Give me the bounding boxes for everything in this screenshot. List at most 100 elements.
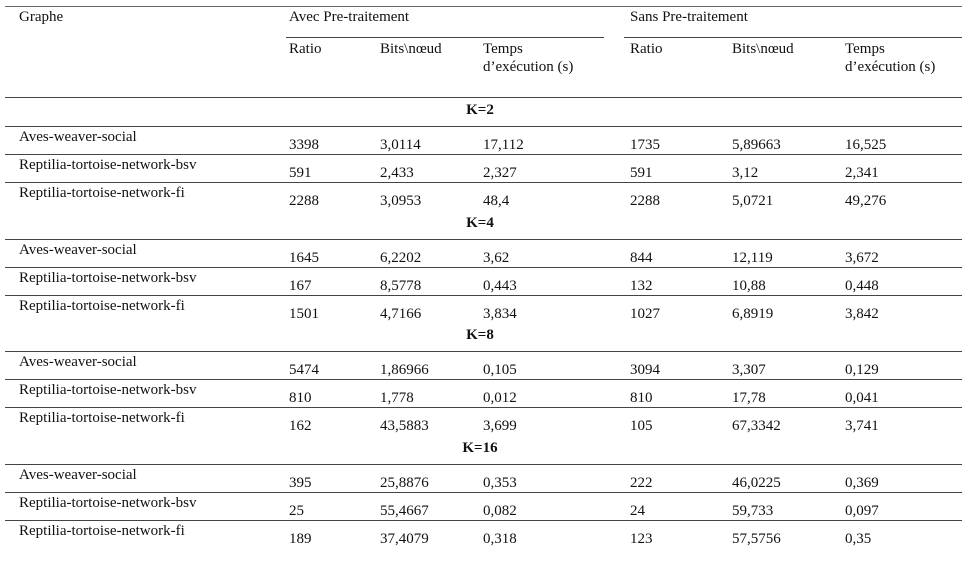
cell-temps-avec: 3,834 (483, 306, 517, 322)
section-rule (5, 126, 962, 127)
cell-ratio-sans: 105 (630, 418, 653, 434)
row-graph-name: Reptilia-tortoise-network-fi (19, 298, 185, 314)
header-bits-avec: Bits\nœud (380, 41, 442, 57)
cell-bits-avec: 4,7166 (380, 306, 422, 322)
header-group-sans: Sans Pre-traitement (630, 9, 748, 25)
row-graph-name: Aves-weaver-social (19, 242, 137, 258)
row-graph-name: Reptilia-tortoise-network-fi (19, 410, 185, 426)
row-rule (5, 267, 962, 268)
cell-ratio-avec: 167 (289, 278, 312, 294)
cell-ratio-sans: 844 (630, 250, 653, 266)
cell-ratio-sans: 1027 (630, 306, 660, 322)
section-rule (5, 464, 962, 465)
cell-bits-avec: 3,0114 (380, 137, 421, 153)
header-temps-sans: Temps d’exécution (s) (845, 41, 936, 75)
group-rule-avec (286, 37, 604, 38)
section-k-label: K=8 (466, 327, 494, 343)
cell-bits-sans: 57,5756 (732, 531, 781, 547)
cell-bits-avec: 6,2202 (380, 250, 422, 266)
cell-bits-avec: 2,433 (380, 165, 414, 181)
header-bits-sans: Bits\nœud (732, 41, 794, 57)
cell-ratio-avec: 1645 (289, 250, 319, 266)
cell-ratio-avec: 591 (289, 165, 312, 181)
cell-temps-avec: 0,012 (483, 390, 517, 406)
cell-bits-sans: 5,89663 (732, 137, 781, 153)
row-rule (5, 379, 962, 380)
row-graph-name: Aves-weaver-social (19, 129, 137, 145)
cell-ratio-sans: 132 (630, 278, 653, 294)
cell-bits-avec: 1,778 (380, 390, 414, 406)
section-rule (5, 239, 962, 240)
cell-bits-sans: 5,0721 (732, 193, 774, 209)
cell-temps-avec: 3,62 (483, 250, 510, 266)
section-k-label: K=16 (462, 440, 498, 456)
section-k-label: K=4 (466, 215, 494, 231)
cell-temps-avec: 2,327 (483, 165, 517, 181)
cell-bits-avec: 1,86966 (380, 362, 429, 378)
cell-bits-sans: 46,0225 (732, 475, 781, 491)
cell-bits-avec: 3,0953 (380, 193, 422, 209)
cell-bits-avec: 43,5883 (380, 418, 429, 434)
cell-temps-sans: 0,097 (845, 503, 879, 519)
header-bottom-rule (5, 97, 962, 98)
cell-ratio-avec: 189 (289, 531, 312, 547)
row-graph-name: Aves-weaver-social (19, 354, 137, 370)
cell-temps-avec: 0,353 (483, 475, 517, 491)
cell-ratio-sans: 123 (630, 531, 653, 547)
cell-bits-sans: 59,733 (732, 503, 774, 519)
cell-bits-sans: 6,8919 (732, 306, 774, 322)
cell-ratio-sans: 2288 (630, 193, 660, 209)
header-graphe: Graphe (19, 9, 64, 25)
cell-ratio-avec: 810 (289, 390, 312, 406)
cell-bits-sans: 10,88 (732, 278, 766, 294)
row-rule (5, 520, 962, 521)
cell-temps-sans: 49,276 (845, 193, 887, 209)
cell-bits-avec: 8,5778 (380, 278, 422, 294)
cell-temps-sans: 2,341 (845, 165, 879, 181)
row-graph-name: Reptilia-tortoise-network-fi (19, 523, 185, 539)
cell-temps-sans: 3,741 (845, 418, 879, 434)
cell-temps-sans: 0,35 (845, 531, 872, 547)
row-rule (5, 407, 962, 408)
cell-ratio-avec: 3398 (289, 137, 319, 153)
cell-ratio-avec: 2288 (289, 193, 319, 209)
cell-temps-sans: 3,842 (845, 306, 879, 322)
row-graph-name: Reptilia-tortoise-network-bsv (19, 495, 197, 511)
cell-ratio-avec: 162 (289, 418, 312, 434)
cell-bits-sans: 17,78 (732, 390, 766, 406)
cell-temps-sans: 0,129 (845, 362, 879, 378)
cell-ratio-avec: 25 (289, 503, 304, 519)
cell-temps-avec: 0,105 (483, 362, 517, 378)
cell-ratio-avec: 5474 (289, 362, 319, 378)
row-rule (5, 182, 962, 183)
cell-temps-avec: 0,082 (483, 503, 517, 519)
cell-ratio-avec: 1501 (289, 306, 319, 322)
header-ratio-avec: Ratio (289, 41, 322, 57)
cell-temps-avec: 0,318 (483, 531, 517, 547)
cell-temps-avec: 0,443 (483, 278, 517, 294)
row-graph-name: Reptilia-tortoise-network-fi (19, 185, 185, 201)
cell-bits-sans: 3,12 (732, 165, 759, 181)
group-rule-sans (624, 37, 962, 38)
cell-ratio-sans: 3094 (630, 362, 660, 378)
cell-temps-sans: 3,672 (845, 250, 879, 266)
header-group-avec: Avec Pre-traitement (289, 9, 410, 25)
cell-temps-avec: 48,4 (483, 193, 510, 209)
header-ratio-sans: Ratio (630, 41, 663, 57)
cell-bits-avec: 25,8876 (380, 475, 429, 491)
row-rule (5, 295, 962, 296)
cell-temps-sans: 0,041 (845, 390, 879, 406)
cell-temps-sans: 16,525 (845, 137, 887, 153)
cell-temps-avec: 3,699 (483, 418, 517, 434)
cell-temps-sans: 0,448 (845, 278, 879, 294)
row-graph-name: Reptilia-tortoise-network-bsv (19, 157, 197, 173)
section-k-label: K=2 (466, 102, 494, 118)
row-graph-name: Reptilia-tortoise-network-bsv (19, 382, 197, 398)
row-rule (5, 492, 962, 493)
cell-ratio-sans: 810 (630, 390, 653, 406)
cell-bits-avec: 37,4079 (380, 531, 429, 547)
cell-temps-avec: 17,112 (483, 137, 524, 153)
section-rule (5, 351, 962, 352)
cell-bits-sans: 67,3342 (732, 418, 781, 434)
